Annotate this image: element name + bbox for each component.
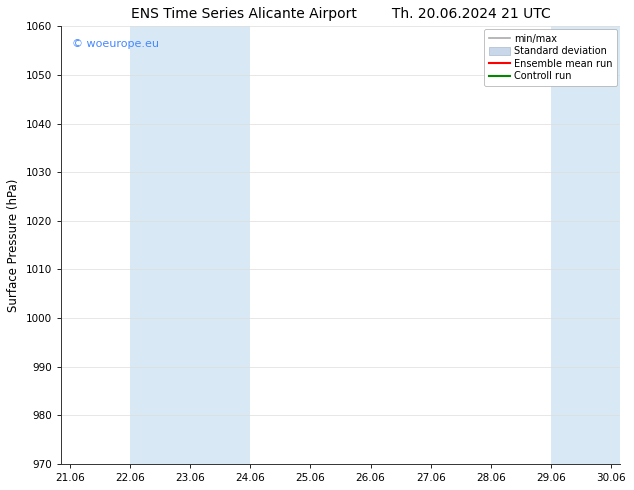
Title: ENS Time Series Alicante Airport        Th. 20.06.2024 21 UTC: ENS Time Series Alicante Airport Th. 20.…	[131, 7, 550, 21]
Bar	[130, 26, 250, 464]
Y-axis label: Surface Pressure (hPa): Surface Pressure (hPa)	[7, 178, 20, 312]
Bar	[551, 26, 623, 464]
Legend: min/max, Standard deviation, Ensemble mean run, Controll run: min/max, Standard deviation, Ensemble me…	[484, 29, 618, 86]
Text: © woeurope.eu: © woeurope.eu	[72, 39, 159, 49]
